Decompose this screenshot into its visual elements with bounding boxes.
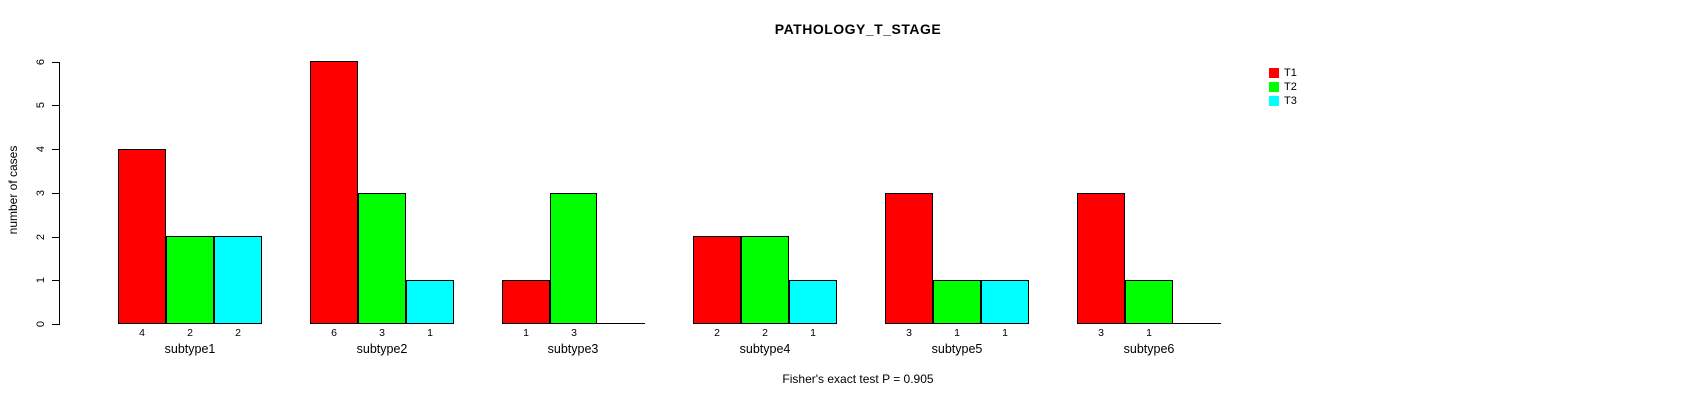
bar-value-label: 3 <box>379 327 385 339</box>
legend-row-T1: T1 <box>1269 66 1297 80</box>
bar-value-label: 3 <box>1098 327 1104 339</box>
legend-label-T3: T3 <box>1284 94 1297 107</box>
y-axis-tick-label: 2 <box>35 233 47 241</box>
bar-T1-subtype6 <box>1077 193 1125 324</box>
bar-T1-subtype5 <box>885 193 933 324</box>
x-category-label-subtype4: subtype4 <box>739 342 791 356</box>
legend-label-T1: T1 <box>1284 66 1297 79</box>
bar-T1-subtype2 <box>310 61 358 324</box>
y-axis-tick <box>52 149 60 150</box>
y-axis-tick <box>52 193 60 194</box>
bar-T2-subtype6 <box>1125 280 1173 324</box>
bar-value-label: 1 <box>1002 327 1008 339</box>
legend-swatch-T3 <box>1269 96 1279 106</box>
legend: T1 T2 T3 <box>1269 66 1297 108</box>
legend-swatch-T1 <box>1269 68 1279 78</box>
bar-value-label: 2 <box>235 327 241 339</box>
y-axis-tick-label: 6 <box>35 58 47 66</box>
bar-T2-subtype2 <box>358 193 406 324</box>
bar-value-label: 4 <box>139 327 145 339</box>
y-axis-tick-label: 1 <box>35 276 47 284</box>
y-axis-label: number of cases <box>6 145 20 235</box>
x-category-label-subtype2: subtype2 <box>356 342 408 356</box>
annotation-fisher-test: Fisher's exact test P = 0.905 <box>782 372 934 386</box>
bar-value-label: 1 <box>427 327 433 339</box>
legend-label-T2: T2 <box>1284 80 1297 93</box>
bar-T2-subtype5 <box>933 280 981 324</box>
legend-swatch-T2 <box>1269 82 1279 92</box>
bar-value-label: 3 <box>906 327 912 339</box>
bar-T3-subtype5 <box>981 280 1029 324</box>
bar-value-label: 2 <box>762 327 768 339</box>
x-category-label-subtype5: subtype5 <box>931 342 983 356</box>
bar-value-label: 1 <box>810 327 816 339</box>
bar-value-label: 6 <box>331 327 337 339</box>
bar-T2-subtype1 <box>166 236 214 324</box>
y-axis-tick-label: 5 <box>35 101 47 109</box>
y-axis-tick <box>52 62 60 63</box>
bar-value-label: 1 <box>1146 327 1152 339</box>
y-axis-tick <box>52 105 60 106</box>
bar-T3-subtype4 <box>789 280 837 324</box>
bar-value-label: 1 <box>523 327 529 339</box>
y-axis-tick-label: 0 <box>35 320 47 328</box>
bar-T1-subtype4 <box>693 236 741 324</box>
legend-row-T2: T2 <box>1269 80 1297 94</box>
y-axis-tick-label: 3 <box>35 189 47 197</box>
y-axis-tick <box>52 237 60 238</box>
y-axis-tick <box>52 280 60 281</box>
bar-value-label: 1 <box>954 327 960 339</box>
bar-T3-subtype2 <box>406 280 454 324</box>
bar-T2-subtype4 <box>741 236 789 324</box>
bar-T1-subtype3 <box>502 280 550 324</box>
y-axis-tick <box>52 324 60 325</box>
bar-T1-subtype1 <box>118 149 166 324</box>
x-category-label-subtype3: subtype3 <box>547 342 599 356</box>
legend-row-T3: T3 <box>1269 94 1297 108</box>
x-category-label-subtype1: subtype1 <box>164 342 216 356</box>
y-axis-tick-label: 4 <box>35 145 47 153</box>
x-category-label-subtype6: subtype6 <box>1123 342 1175 356</box>
bar-value-label: 2 <box>187 327 193 339</box>
bar-value-label: 2 <box>714 327 720 339</box>
bar-T3-subtype3-zero <box>597 323 645 324</box>
bar-value-label: 3 <box>571 327 577 339</box>
bar-T3-subtype6-zero <box>1173 323 1221 324</box>
bar-T2-subtype3 <box>550 193 597 324</box>
chart-title: PATHOLOGY_T_STAGE <box>774 21 942 37</box>
bar-T3-subtype1 <box>214 236 262 324</box>
